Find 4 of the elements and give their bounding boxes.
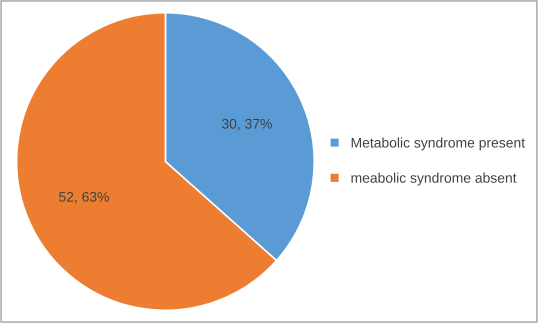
legend-label: meabolic syndrome absent	[352, 172, 516, 186]
data-label: 52, 63%	[59, 192, 109, 204]
legend-label: Metabolic syndrome present	[352, 137, 525, 150]
data-label: 30, 37%	[222, 118, 272, 130]
